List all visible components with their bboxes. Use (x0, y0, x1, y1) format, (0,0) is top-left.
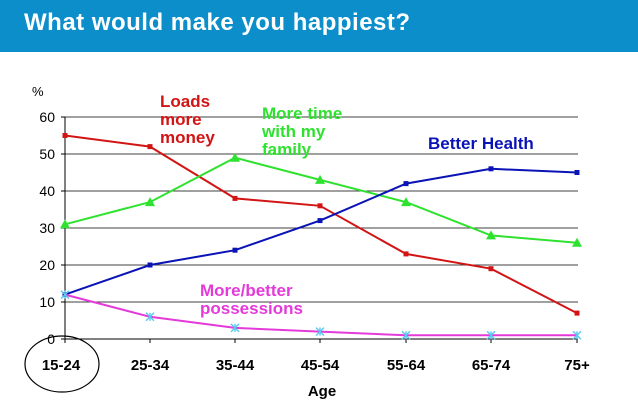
y-tick-label: 60 (39, 109, 55, 125)
data-point (60, 290, 70, 300)
y-tick-label: 10 (39, 294, 55, 310)
x-tick-label: 15-24 (42, 357, 81, 374)
data-point (488, 266, 494, 272)
y-tick-label: 30 (39, 220, 55, 236)
data-point (572, 237, 582, 247)
x-tick-label: 65-74 (472, 357, 511, 374)
series-label: More/better (200, 281, 293, 300)
series-label: more (160, 110, 202, 129)
y-tick-label: 40 (39, 183, 55, 199)
slide-title: What would make you happiest? (24, 9, 411, 36)
title-bar: What would make you happiest? (0, 0, 638, 52)
x-axis-title: Age (308, 383, 336, 400)
highlight-ellipse (24, 335, 100, 393)
y-axis-unit-label: % (32, 84, 44, 99)
data-point (147, 262, 153, 268)
series-more-time-with-my-family (60, 152, 582, 247)
x-tick-label: 45-54 (301, 357, 340, 374)
y-tick-label: 50 (39, 146, 55, 162)
data-point (488, 166, 494, 172)
series-line (64, 134, 578, 314)
data-point (572, 330, 582, 340)
data-point (574, 310, 580, 316)
series-label: Better Health (428, 134, 534, 153)
y-tick-labels: 0 10 20 30 40 50 60 (39, 109, 55, 347)
x-tick-label: 25-34 (131, 357, 170, 374)
data-point (317, 203, 323, 209)
x-tick-label: 35-44 (216, 357, 255, 374)
data-point (145, 312, 155, 322)
data-point (574, 170, 580, 175)
series-label: family (262, 140, 312, 159)
data-point (230, 152, 240, 162)
data-point (232, 247, 238, 253)
data-point (60, 219, 70, 229)
data-point (403, 251, 409, 257)
data-point (147, 144, 153, 150)
series-label: with my (261, 122, 326, 141)
series-loads-more-money (62, 133, 580, 316)
series-line (64, 167, 578, 296)
y-tick-label: 20 (39, 257, 55, 273)
x-tick-label: 55-64 (387, 357, 426, 374)
series-lines (60, 133, 582, 340)
data-point (317, 218, 323, 224)
series-more-better-possessions (60, 290, 582, 340)
data-point (315, 174, 325, 184)
series-line (64, 156, 578, 244)
data-point (486, 230, 496, 240)
data-point (401, 197, 411, 207)
x-tick-label: 75+ (564, 357, 590, 374)
data-point (401, 330, 411, 340)
series-label: Loads (160, 92, 210, 111)
data-point (62, 133, 68, 138)
data-point (232, 195, 238, 201)
x-tick-labels: 15-24 25-34 35-44 45-54 55-64 65-74 75+ (42, 357, 590, 374)
data-point (403, 181, 409, 187)
series-label: possessions (200, 299, 303, 318)
series-label: More time (262, 104, 342, 123)
y-tick-label: 0 (47, 331, 55, 347)
data-point (230, 323, 240, 333)
series-better-health (62, 166, 580, 298)
data-point (486, 330, 496, 340)
series-label: money (160, 128, 215, 147)
data-point (145, 197, 155, 207)
series-line (64, 293, 577, 337)
data-point (315, 327, 325, 337)
